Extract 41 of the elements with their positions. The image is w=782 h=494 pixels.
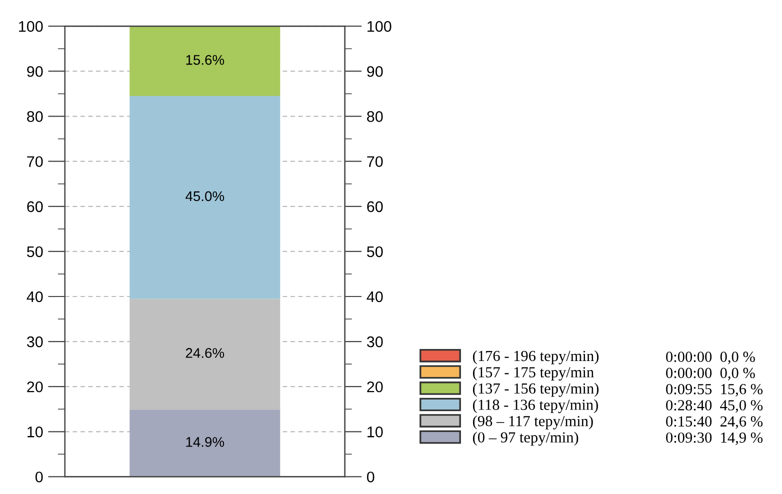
y-tick-label: 90 xyxy=(27,66,43,77)
legend-label: (118 - 136 tepy/min) xyxy=(473,399,598,414)
y-tick-label: 50 xyxy=(27,246,43,258)
data-label: 24.6% xyxy=(186,348,224,358)
y2-tick-label: 100 xyxy=(368,21,392,32)
text: 0:09:30 14,9 % xyxy=(666,432,763,445)
y-tick-label: 70 xyxy=(27,156,43,168)
data-label: 45.0% xyxy=(186,191,224,202)
y-tick-label: 60 xyxy=(27,201,43,212)
text: 0:00:00 0,0 % xyxy=(666,352,755,364)
legend-label: (0 – 97 tepy/min) xyxy=(473,432,578,446)
y2-tick-label: 70 xyxy=(367,156,383,168)
y2-tick-label: 40 xyxy=(366,291,383,302)
y2-tick-label: 10 xyxy=(368,426,383,438)
y-tick-label: 40 xyxy=(26,291,43,302)
y-tick-label: 10 xyxy=(28,426,43,438)
legend-label: (98 – 117 tepy/min) xyxy=(473,415,593,430)
text: 0:15:40 24,6 % xyxy=(666,416,763,429)
y2-tick-label: 20 xyxy=(367,381,383,392)
y-tick-label: 80 xyxy=(27,111,43,122)
bar xyxy=(130,96,280,299)
y2-tick-label: 80 xyxy=(367,111,383,122)
y2-tick-label: 60 xyxy=(367,201,383,212)
y-tick-label: 100 xyxy=(19,21,43,32)
text: 0:00:00 0,0 % xyxy=(666,368,755,380)
bar xyxy=(130,26,280,96)
data-label: 14.9% xyxy=(186,437,224,447)
legend-label: (157 - 175 tepy/min xyxy=(473,366,594,381)
text: 0:28:40 45,0 % xyxy=(666,400,763,413)
y-tick-label: 20 xyxy=(27,381,43,392)
bar xyxy=(130,410,280,477)
y2-tick-label: 30 xyxy=(366,336,383,348)
y2-tick-label: 90 xyxy=(367,66,383,77)
y2-tick-label: 0 xyxy=(366,472,374,482)
legend-label: (176 - 196 tepy/min) xyxy=(473,350,599,364)
y2-tick-label: 50 xyxy=(367,246,383,258)
data-label: 15.6% xyxy=(186,54,224,65)
y-tick-label: 30 xyxy=(26,336,43,348)
legend-label: (137 - 156 tepy/min) xyxy=(473,382,599,397)
y-tick-label: 0 xyxy=(35,472,43,482)
text: 0:09:55 15,6 % xyxy=(666,384,763,396)
